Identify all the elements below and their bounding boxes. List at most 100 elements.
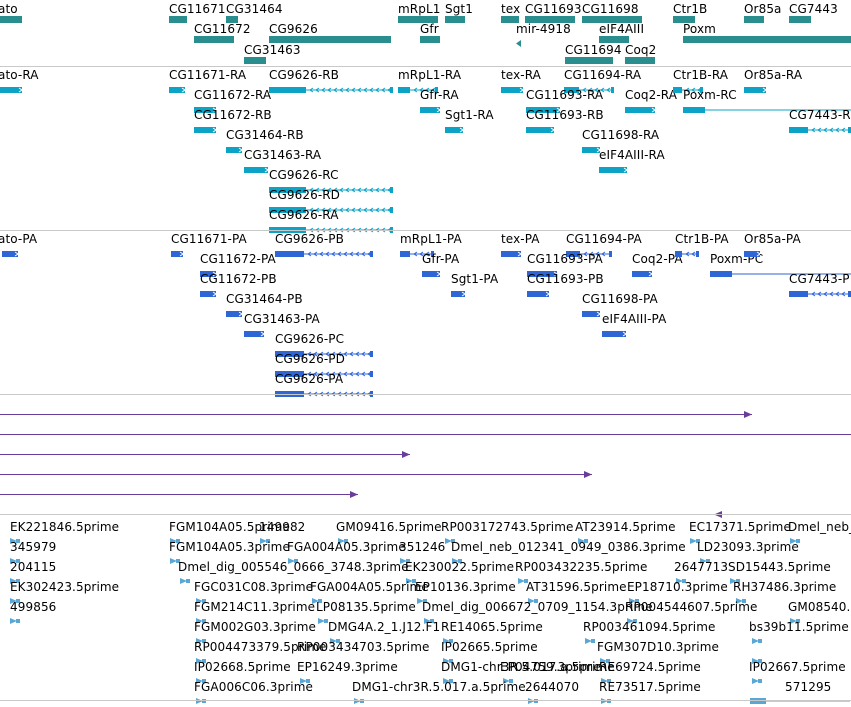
est-feature-rp004544607-5prime[interactable] <box>627 613 637 624</box>
est-feature-ld23093-3prime[interactable] <box>700 553 710 564</box>
proteins-feature-cg31464-pb[interactable] <box>226 306 243 317</box>
est-feature-fgm002g03-3prime[interactable] <box>196 633 206 644</box>
gene-feature-cg11698[interactable] <box>582 16 642 23</box>
est-feature-dmg4a-2-1-j12-f1[interactable] <box>330 633 340 644</box>
est-feature-rp004473379-5prime[interactable] <box>196 653 206 664</box>
est-feature-ip02668-5prime[interactable] <box>196 673 206 684</box>
transcripts-feature-cg9626-rc[interactable] <box>269 182 393 193</box>
transcripts-feature-mrpl1-ra[interactable] <box>398 82 438 93</box>
est-feature-gm09416-5prime[interactable] <box>338 533 348 544</box>
proteins-feature-or85a-pa[interactable] <box>744 246 761 257</box>
proteins-feature-cg11693-pb[interactable] <box>527 286 550 297</box>
gene-feature-cg11672[interactable] <box>194 36 234 43</box>
est-feature-ek302423-5prime[interactable] <box>10 593 20 604</box>
est-feature-at23914-5prime[interactable] <box>578 533 588 544</box>
gene-feature-ato[interactable] <box>0 16 22 23</box>
proteins-feature-ato-pa[interactable] <box>2 246 19 257</box>
est-feature-rh37486-3prime[interactable] <box>736 593 746 604</box>
est-feature-rp003172743-5prime[interactable] <box>445 533 455 544</box>
gene-feature-cg11671[interactable] <box>169 16 187 23</box>
transcripts-feature-coq2-ra[interactable] <box>625 102 656 113</box>
transcripts-feature-sgt1-ra[interactable] <box>445 122 464 133</box>
transcripts-feature-cg31464-rb[interactable] <box>226 142 243 153</box>
est-feature-ep10136-3prime[interactable] <box>417 593 427 604</box>
gene-feature-tex[interactable] <box>501 16 519 23</box>
est-feature-ep04759-3prime[interactable] <box>503 673 513 684</box>
proteins-feature-cg7443-p[interactable] <box>789 286 851 297</box>
transcripts-feature-ctr1b-ra[interactable] <box>673 82 703 93</box>
proteins-feature-cg11671-pa[interactable] <box>171 246 184 257</box>
proteins-feature-cg9626-pb[interactable] <box>275 246 373 257</box>
est-feature-lp08135-5prime[interactable] <box>318 613 328 624</box>
est-feature-fgm214c11-3prime[interactable] <box>196 613 206 624</box>
est-feature-bs39b11-5prime[interactable] <box>752 633 762 644</box>
gene-feature-cg7443[interactable] <box>789 16 811 23</box>
est-feature-ec17371-5prime[interactable] <box>690 533 700 544</box>
est-feature-fga004a05-5prime[interactable] <box>312 593 322 604</box>
proteins-feature-cg9626-pa[interactable] <box>275 386 373 397</box>
est-feature-fga006c06-3prime[interactable] <box>196 693 206 704</box>
est-feature-dmel-neb-012341-0949-0386-3prime[interactable] <box>452 553 462 564</box>
proteins-feature-cg31463-pa[interactable] <box>244 326 265 337</box>
gene-feature-cg31464[interactable] <box>226 16 238 23</box>
proteins-feature-cg11698-pa[interactable] <box>582 306 601 317</box>
est-feature-dmel-dig-006672-0709-1154-3prime[interactable] <box>424 613 434 624</box>
proteins-feature-cg9626-pd[interactable] <box>275 366 373 377</box>
transcripts-feature-eif4aiii-ra[interactable] <box>599 162 628 173</box>
proteins-feature-ctr1b-pa[interactable] <box>675 246 699 257</box>
proteins-feature-eif4aiii-pa[interactable] <box>602 326 627 337</box>
transcripts-feature-gfr-ra[interactable] <box>420 102 441 113</box>
transcripts-feature-tex-ra[interactable] <box>501 82 524 93</box>
est-feature-rp003434703-5prime[interactable] <box>752 653 762 664</box>
alignment-line[interactable] <box>0 468 592 478</box>
transcripts-feature-poxm-rc[interactable] <box>683 102 851 113</box>
transcripts-feature-cg9626-ra[interactable] <box>269 222 393 233</box>
est-feature-345979[interactable] <box>10 553 20 564</box>
est-feature-571295[interactable] <box>750 693 850 704</box>
est-feature-351246[interactable] <box>400 553 410 564</box>
alignment-line[interactable] <box>0 508 722 518</box>
gene-feature-or85a[interactable] <box>744 16 764 23</box>
est-feature-fgc031c08-3prime[interactable] <box>196 593 206 604</box>
proteins-feature-mrpl1-pa[interactable] <box>400 246 434 257</box>
transcripts-feature-cg9626-rb[interactable] <box>269 82 393 93</box>
gene-feature-cg31463[interactable] <box>244 57 266 64</box>
proteins-feature-sgt1-pa[interactable] <box>451 286 466 297</box>
est-feature-2647713[interactable] <box>676 573 686 584</box>
gene-feature-poxm[interactable] <box>683 36 851 43</box>
gene-feature-eif4aiii[interactable] <box>599 36 629 43</box>
gene-feature-gfr[interactable] <box>420 36 440 43</box>
est-feature-ep16249-3prime[interactable] <box>300 673 310 684</box>
est-feature-ek230022-5prime[interactable] <box>406 573 416 584</box>
est-feature-dmg1-chr3r-5-017-a-5prime[interactable] <box>443 673 453 684</box>
est-feature-ek221846-5prime[interactable] <box>10 533 20 544</box>
est-feature-re69724-5prime[interactable] <box>601 673 611 684</box>
est-feature-rp003461094-5prime[interactable] <box>585 633 595 644</box>
gene-feature-cg9626[interactable] <box>269 36 391 43</box>
transcripts-feature-cg7443-r[interactable] <box>789 122 851 133</box>
alignment-line[interactable] <box>0 488 358 498</box>
proteins-feature-coq2-pa[interactable] <box>632 266 653 277</box>
est-feature-499856[interactable] <box>10 613 20 624</box>
est-feature-ip02665-5prime[interactable] <box>443 653 453 664</box>
transcripts-feature-ato-ra[interactable] <box>0 82 23 93</box>
alignment-line[interactable] <box>0 448 410 458</box>
est-feature-dmg1-chr3r-5-017-a-5prime[interactable] <box>354 693 364 704</box>
proteins-feature-cg11694-pa[interactable] <box>566 246 612 257</box>
gene-feature-cg11694[interactable] <box>565 57 613 64</box>
est-feature-re73517-5prime[interactable] <box>601 693 611 704</box>
est-feature-at31596-5prime[interactable] <box>528 593 538 604</box>
transcripts-feature-cg11694-ra[interactable] <box>564 82 614 93</box>
transcripts-feature-or85a-ra[interactable] <box>744 82 767 93</box>
gene-feature-sgt1[interactable] <box>445 16 465 23</box>
gene-feature-ctr1b[interactable] <box>673 16 695 23</box>
transcripts-feature-cg11672-rb[interactable] <box>194 122 217 133</box>
gene-feature-mrpl1[interactable] <box>398 16 438 23</box>
transcripts-feature-cg11693-rb[interactable] <box>526 122 555 133</box>
gene-feature-mir-4918[interactable] <box>516 36 521 47</box>
est-feature-re14065-5prime[interactable] <box>443 633 453 644</box>
est-feature-ep18710-3prime[interactable] <box>629 593 639 604</box>
est-feature-sd15443-5prime[interactable] <box>730 573 740 584</box>
est-feature-fga004a05-3prime[interactable] <box>288 553 298 564</box>
transcripts-feature-cg11671-ra[interactable] <box>169 82 186 93</box>
